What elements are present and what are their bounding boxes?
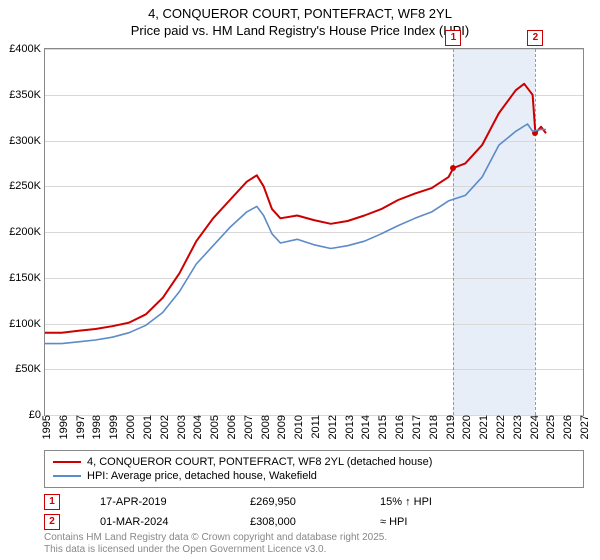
y-axis-label: £200K (9, 226, 41, 238)
x-axis-label: 2006 (222, 415, 238, 439)
y-axis-label: £350K (9, 89, 41, 101)
x-axis-label: 2005 (205, 415, 221, 439)
y-axis-label: £400K (9, 43, 41, 55)
x-axis-label: 1995 (37, 415, 53, 439)
x-axis-label: 2009 (272, 415, 288, 439)
x-axis-label: 1996 (54, 415, 70, 439)
x-axis-label: 2000 (121, 415, 137, 439)
x-axis-label: 2011 (306, 415, 322, 439)
y-axis-label: £50K (15, 363, 41, 375)
marker-badge: 2 (527, 30, 543, 46)
info-note: ≈ HPI (380, 516, 407, 528)
title-line-1: 4, CONQUEROR COURT, PONTEFRACT, WF8 2YL (0, 6, 600, 23)
chart-plot-area: £0£50K£100K£150K£200K£250K£300K£350K£400… (44, 48, 584, 416)
info-price: £269,950 (250, 496, 340, 508)
x-axis-label: 2026 (558, 415, 574, 439)
y-axis-label: £300K (9, 135, 41, 147)
y-axis-label: £250K (9, 180, 41, 192)
x-axis-label: 2001 (138, 415, 154, 439)
x-axis-label: 2025 (541, 415, 557, 439)
x-axis-label: 2003 (172, 415, 188, 439)
x-axis-label: 1998 (87, 415, 103, 439)
series-line (45, 84, 546, 333)
x-axis-label: 2018 (424, 415, 440, 439)
info-date: 01-MAR-2024 (100, 516, 210, 528)
x-axis-label: 2007 (239, 415, 255, 439)
x-axis-label: 2021 (474, 415, 490, 439)
info-date: 17-APR-2019 (100, 496, 210, 508)
y-axis-label: £150K (9, 272, 41, 284)
x-axis-label: 2012 (323, 415, 339, 439)
line-layer (45, 49, 583, 415)
info-row-2: 2 01-MAR-2024 £308,000 ≈ HPI (44, 514, 584, 530)
x-axis-label: 2008 (256, 415, 272, 439)
info-badge: 2 (44, 514, 60, 530)
legend-label: 4, CONQUEROR COURT, PONTEFRACT, WF8 2YL … (87, 456, 432, 468)
legend-label: HPI: Average price, detached house, Wake… (87, 470, 317, 482)
title-line-2: Price paid vs. HM Land Registry's House … (0, 23, 600, 40)
legend-item: HPI: Average price, detached house, Wake… (53, 469, 575, 483)
x-axis-label: 2027 (575, 415, 591, 439)
x-axis-label: 2014 (356, 415, 372, 439)
x-axis-label: 2013 (340, 415, 356, 439)
x-axis-label: 2017 (407, 415, 423, 439)
x-axis-label: 2020 (457, 415, 473, 439)
chart-title: 4, CONQUEROR COURT, PONTEFRACT, WF8 2YL … (0, 0, 600, 40)
x-axis-label: 2024 (525, 415, 541, 439)
x-axis-label: 1999 (104, 415, 120, 439)
credits-line-1: Contains HM Land Registry data © Crown c… (44, 532, 387, 544)
legend-item: 4, CONQUEROR COURT, PONTEFRACT, WF8 2YL … (53, 455, 575, 469)
x-axis-label: 2019 (441, 415, 457, 439)
info-note: 15% ↑ HPI (380, 496, 432, 508)
x-axis-label: 1997 (71, 415, 87, 439)
x-axis-label: 2016 (390, 415, 406, 439)
x-axis-label: 2015 (373, 415, 389, 439)
y-axis-label: £100K (9, 318, 41, 330)
credits-line-2: This data is licensed under the Open Gov… (44, 544, 387, 556)
x-axis-label: 2004 (188, 415, 204, 439)
info-price: £308,000 (250, 516, 340, 528)
x-axis-label: 2022 (491, 415, 507, 439)
x-axis-label: 2002 (155, 415, 171, 439)
legend-swatch (53, 461, 81, 463)
info-badge: 1 (44, 494, 60, 510)
legend: 4, CONQUEROR COURT, PONTEFRACT, WF8 2YL … (44, 450, 584, 488)
credits: Contains HM Land Registry data © Crown c… (44, 532, 387, 556)
marker-badge: 1 (445, 30, 461, 46)
x-axis-label: 2023 (508, 415, 524, 439)
info-row-1: 1 17-APR-2019 £269,950 15% ↑ HPI (44, 494, 584, 510)
x-axis-label: 2010 (289, 415, 305, 439)
legend-swatch (53, 475, 81, 477)
